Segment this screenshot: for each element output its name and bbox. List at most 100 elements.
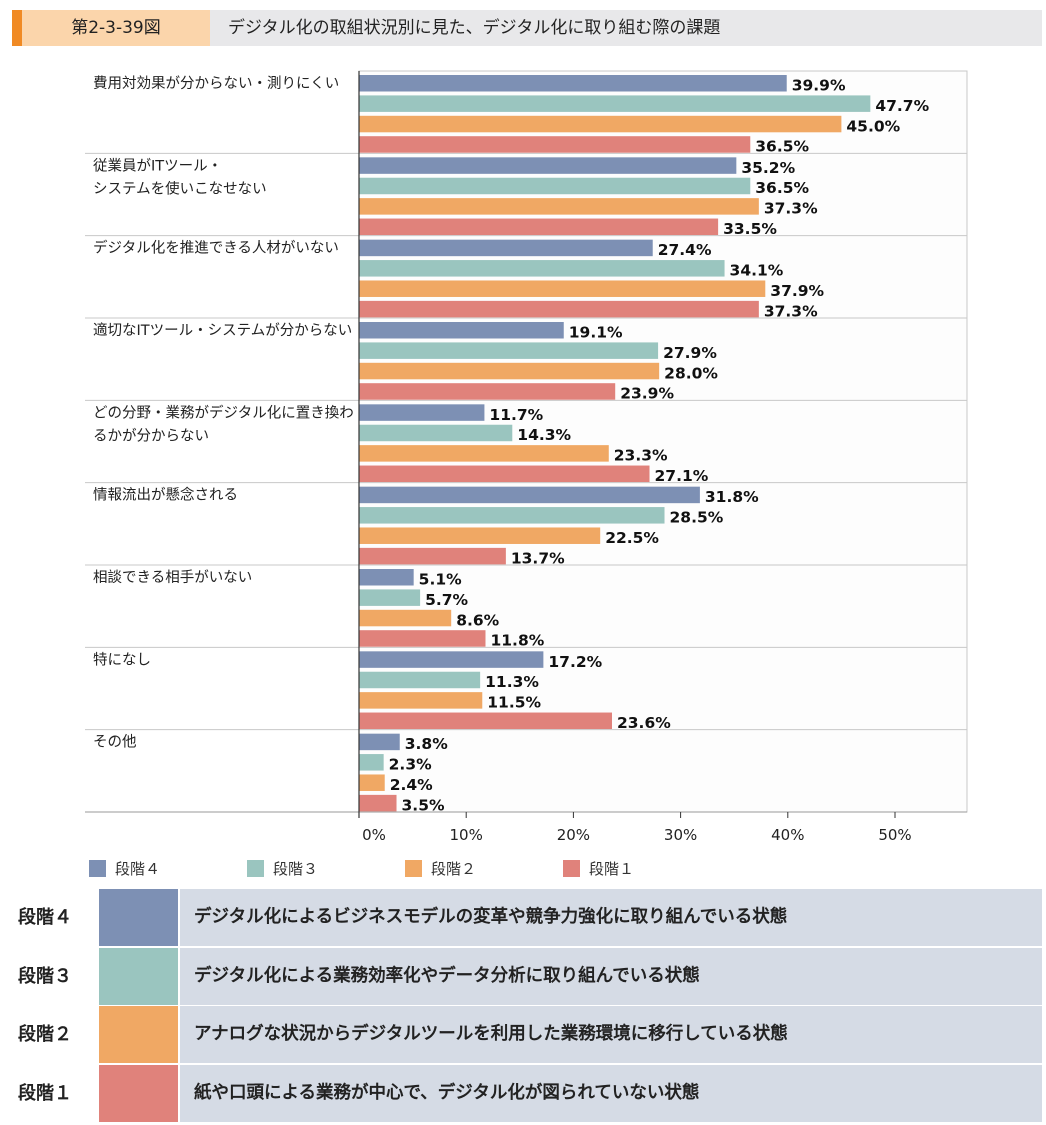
x-tick-label: 0%	[362, 826, 386, 844]
category-label: その他	[93, 734, 137, 751]
legend-label: 段階４	[115, 860, 161, 878]
stage-description: 紙や口頭による業務が中心で、デジタル化が図られていない状態	[180, 1064, 1042, 1122]
bar	[359, 136, 751, 153]
value-label: 17.2%	[548, 653, 602, 671]
bar	[359, 465, 650, 483]
value-label: 5.1%	[419, 571, 462, 589]
value-label: 35.2%	[741, 159, 795, 177]
value-label: 11.3%	[485, 673, 539, 691]
value-label: 2.4%	[390, 776, 433, 794]
bar	[359, 692, 483, 709]
value-label: 33.5%	[723, 220, 777, 238]
x-tick-label: 50%	[878, 826, 911, 844]
legend-label: 段階１	[589, 860, 635, 878]
bar	[359, 671, 481, 689]
bar	[359, 774, 385, 791]
category-label: 相談できる相手がいない	[93, 569, 252, 586]
value-label: 23.3%	[614, 447, 668, 465]
value-label: 28.5%	[670, 509, 724, 527]
figure-number: 第2-3-39図	[22, 10, 210, 46]
definition-row: 段階３ デジタル化による業務効率化やデータ分析に取り組んでいる状態	[0, 947, 1046, 1005]
bar	[359, 260, 725, 277]
bar	[359, 300, 759, 318]
definition-row: 段階２ アナログな状況からデジタルツールを利用した業務環境に移行している状態	[0, 1006, 1046, 1063]
value-label: 13.7%	[511, 549, 565, 567]
bar	[359, 589, 421, 606]
bar	[359, 198, 759, 215]
category-label: 情報流出が懸念される	[93, 486, 238, 504]
x-tick-label: 10%	[450, 826, 483, 844]
value-label: 31.8%	[705, 488, 759, 506]
definition-row: 段階１ 紙や口頭による業務が中心で、デジタル化が図られていない状態	[0, 1064, 1046, 1122]
value-label: 34.1%	[730, 262, 784, 280]
value-label: 27.9%	[663, 344, 717, 362]
value-label: 37.3%	[764, 302, 818, 320]
value-label: 36.5%	[755, 179, 809, 197]
bar	[359, 651, 544, 668]
value-label: 3.5%	[402, 796, 445, 814]
x-tick-label: 30%	[664, 826, 697, 844]
x-tick-label: 20%	[557, 826, 590, 844]
stage-name: 段階４	[18, 907, 72, 928]
bar	[359, 239, 653, 257]
bar	[359, 609, 452, 627]
legend-label: 段階２	[431, 860, 477, 878]
bar	[359, 527, 601, 544]
stage-color-swatch	[99, 947, 178, 1005]
bar	[359, 630, 486, 647]
bar	[359, 569, 414, 586]
category-label: どの分野・業務がデジタル化に置き換わ	[93, 403, 354, 421]
value-label: 11.7%	[489, 406, 543, 424]
stage-name: 段階３	[18, 965, 72, 987]
stage-name: 段階２	[18, 1024, 72, 1045]
value-label: 27.4%	[658, 241, 712, 259]
value-label: 45.0%	[846, 117, 900, 135]
bar	[359, 383, 616, 400]
value-label: 14.3%	[517, 426, 571, 444]
stage-description: デジタル化による業務効率化やデータ分析に取り組んでいる状態	[180, 947, 1042, 1005]
bar	[359, 157, 737, 174]
bar	[359, 362, 660, 380]
value-label: 22.5%	[605, 529, 659, 547]
value-label: 3.8%	[405, 735, 448, 753]
definition-row: 段階４ デジタル化によるビジネスモデルの変革や競争力強化に取り組んでいる状態	[0, 889, 1046, 946]
figure-title: デジタル化の取組状況別に見た、デジタル化に取り組む際の課題	[228, 18, 721, 38]
header-accent-bar	[12, 10, 22, 46]
value-label: 27.1%	[655, 467, 709, 485]
plot-area	[358, 70, 968, 813]
value-label: 11.5%	[487, 694, 541, 712]
legend-swatch	[89, 860, 106, 877]
bar	[359, 218, 719, 236]
category-label: 特になし	[93, 651, 151, 668]
bar	[359, 95, 871, 112]
bar	[359, 280, 766, 297]
bar	[359, 115, 842, 133]
value-label: 28.0%	[664, 364, 718, 382]
bar	[359, 754, 384, 771]
bar	[359, 445, 609, 462]
bar	[359, 342, 659, 359]
bar	[359, 75, 787, 92]
stage-color-swatch	[99, 889, 178, 946]
value-label: 19.1%	[569, 324, 623, 342]
bar	[359, 177, 751, 195]
chart-legend: 段階４ 段階３ 段階２ 段階１	[0, 857, 1046, 881]
value-label: 5.7%	[425, 591, 468, 609]
category-label: デジタル化を推進できる人材がいない	[93, 239, 339, 257]
stage-color-swatch	[99, 1006, 178, 1063]
value-label: 36.5%	[755, 138, 809, 156]
legend-swatch	[563, 860, 580, 877]
legend-swatch	[405, 860, 422, 877]
bar	[359, 712, 612, 730]
category-label: システムを使いこなせない	[93, 180, 267, 197]
bar	[359, 322, 564, 339]
value-label: 37.3%	[764, 200, 818, 218]
x-tick-label: 40%	[771, 826, 804, 844]
value-label: 2.3%	[389, 756, 432, 774]
bar	[359, 507, 665, 524]
value-label: 23.6%	[617, 714, 671, 732]
value-label: 8.6%	[456, 611, 499, 629]
stage-name: 段階１	[18, 1082, 72, 1104]
bar	[359, 794, 397, 812]
bar	[359, 424, 513, 442]
